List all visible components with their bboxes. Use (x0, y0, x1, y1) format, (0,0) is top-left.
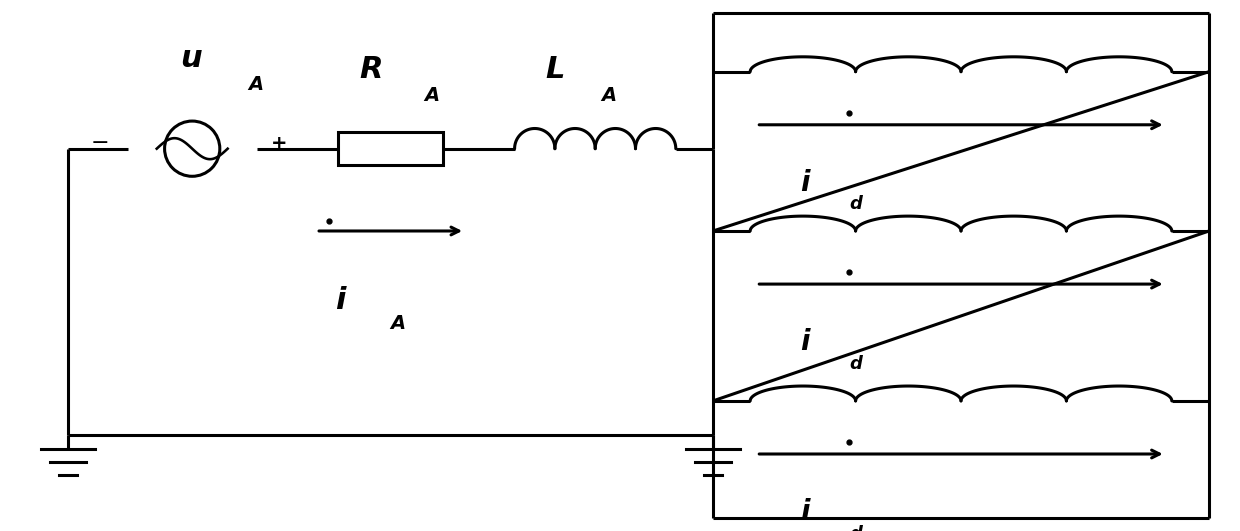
Text: R: R (360, 55, 383, 83)
Text: d: d (849, 195, 862, 213)
Text: L: L (546, 55, 565, 83)
Text: A: A (391, 314, 405, 333)
Text: A: A (424, 86, 439, 105)
Text: i: i (800, 169, 810, 197)
Text: A: A (601, 86, 616, 105)
Text: −: − (91, 133, 110, 153)
Text: +: + (270, 134, 288, 153)
Text: u: u (180, 44, 202, 73)
Text: i: i (800, 499, 810, 526)
Text: i: i (800, 329, 810, 356)
FancyBboxPatch shape (337, 132, 444, 165)
Text: d: d (849, 525, 862, 531)
Text: A: A (248, 75, 263, 95)
Text: i: i (335, 286, 345, 314)
Text: d: d (849, 355, 862, 373)
